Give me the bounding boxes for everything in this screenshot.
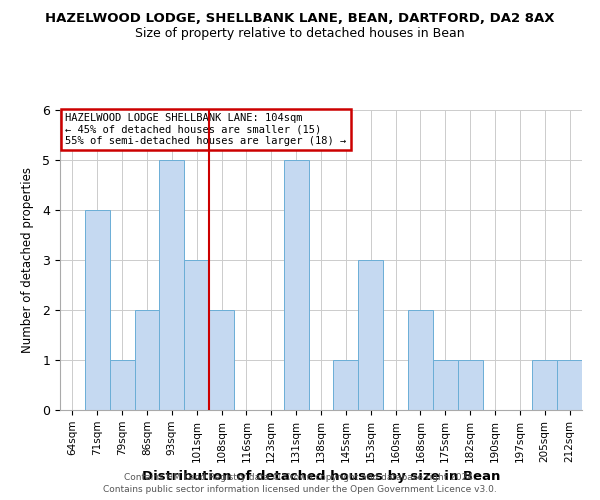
Bar [334, 360, 358, 410]
Bar [85, 210, 110, 410]
Bar [358, 260, 383, 410]
Bar [209, 310, 234, 410]
Bar [408, 310, 433, 410]
Text: HAZELWOOD LODGE, SHELLBANK LANE, BEAN, DARTFORD, DA2 8AX: HAZELWOOD LODGE, SHELLBANK LANE, BEAN, D… [45, 12, 555, 26]
Bar [184, 260, 209, 410]
Bar [458, 360, 482, 410]
Bar [284, 160, 308, 410]
Text: Contains HM Land Registry data © Crown copyright and database right 2024.: Contains HM Land Registry data © Crown c… [124, 472, 476, 482]
Bar [557, 360, 582, 410]
Text: Contains public sector information licensed under the Open Government Licence v3: Contains public sector information licen… [103, 485, 497, 494]
Y-axis label: Number of detached properties: Number of detached properties [21, 167, 34, 353]
X-axis label: Distribution of detached houses by size in Bean: Distribution of detached houses by size … [142, 470, 500, 483]
Text: HAZELWOOD LODGE SHELLBANK LANE: 104sqm
← 45% of detached houses are smaller (15): HAZELWOOD LODGE SHELLBANK LANE: 104sqm ←… [65, 113, 346, 146]
Bar [160, 160, 184, 410]
Text: Size of property relative to detached houses in Bean: Size of property relative to detached ho… [135, 28, 465, 40]
Bar [110, 360, 134, 410]
Bar [134, 310, 160, 410]
Bar [532, 360, 557, 410]
Bar [433, 360, 458, 410]
